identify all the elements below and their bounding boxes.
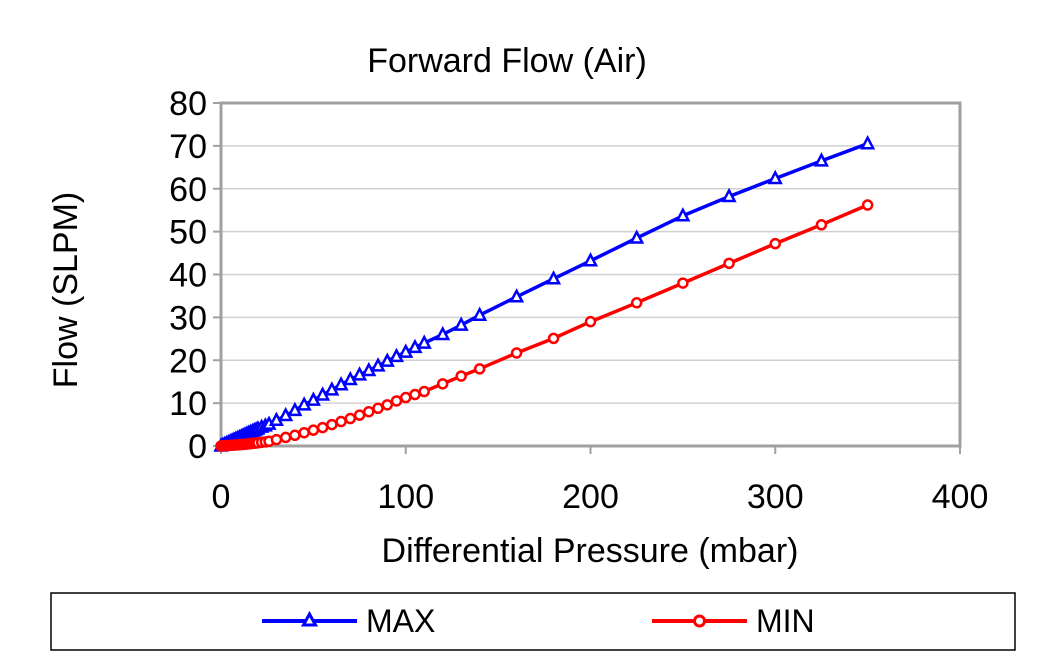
series-min-point bbox=[270, 433, 283, 446]
series-max-point bbox=[388, 347, 405, 363]
y-tick-label-30: 30 bbox=[169, 299, 207, 337]
x-axis-tick-labels: 0 100 200 300 400 bbox=[212, 446, 989, 516]
legend: MAX MIN bbox=[50, 592, 1016, 651]
series-min-point bbox=[390, 395, 403, 407]
series-max-point bbox=[435, 325, 451, 341]
y-tick-label-80: 80 bbox=[169, 85, 207, 123]
series-min-point bbox=[547, 332, 560, 345]
series-min-point bbox=[861, 199, 874, 211]
series-min-point bbox=[307, 424, 320, 436]
series-min-point bbox=[815, 219, 828, 231]
series-min-point bbox=[769, 237, 781, 250]
series-min-point bbox=[723, 257, 735, 270]
series-min-point bbox=[418, 385, 430, 398]
y-tick-label-0: 0 bbox=[188, 428, 207, 466]
series-min-point bbox=[584, 315, 597, 328]
series-min-point bbox=[409, 388, 421, 401]
legend-min-circle-marker bbox=[693, 614, 706, 628]
series-min-point bbox=[353, 409, 366, 421]
series-max-point bbox=[453, 316, 469, 331]
y-tick-label-20: 20 bbox=[169, 342, 207, 380]
series-layer bbox=[213, 135, 876, 452]
series-min-markers bbox=[215, 199, 874, 452]
series-min-point bbox=[455, 370, 467, 382]
y-tick-label-40: 40 bbox=[169, 257, 207, 295]
series-max-point bbox=[629, 229, 645, 244]
series-max-point bbox=[545, 270, 562, 285]
series-min-point bbox=[372, 402, 384, 415]
series-max-point bbox=[860, 135, 876, 150]
series-max-point bbox=[767, 169, 783, 185]
legend-max-label: MAX bbox=[366, 603, 435, 639]
series-min-point bbox=[436, 378, 449, 390]
x-tick-label-0: 0 bbox=[212, 478, 231, 516]
series-min-point bbox=[400, 391, 412, 404]
series-min-point bbox=[363, 405, 375, 418]
y-axis-tick-labels: 0 10 20 30 40 50 60 70 80 bbox=[169, 85, 221, 466]
x-tick-label-400: 400 bbox=[932, 478, 989, 516]
series-max-point bbox=[416, 334, 432, 349]
series-max-point bbox=[582, 252, 599, 267]
legend-max-triangle-marker bbox=[300, 610, 319, 627]
series-min-point bbox=[316, 421, 329, 434]
y-tick-label-10: 10 bbox=[169, 385, 207, 423]
series-max-point bbox=[351, 366, 368, 381]
series-min-point bbox=[381, 399, 394, 411]
series-min-point bbox=[344, 412, 357, 425]
series-max-point bbox=[509, 288, 525, 303]
series-max-point bbox=[472, 306, 488, 321]
series-min-point bbox=[630, 297, 643, 309]
series-min-point bbox=[279, 431, 292, 444]
chart-title: Forward Flow (Air) bbox=[367, 42, 647, 80]
series-min-point bbox=[473, 363, 486, 375]
series-min-point bbox=[298, 426, 310, 439]
y-axis-label: Flow (SLPM) bbox=[47, 192, 85, 388]
gridlines bbox=[221, 145, 960, 404]
y-tick-label-50: 50 bbox=[169, 214, 207, 252]
series-max-point bbox=[675, 207, 691, 222]
x-tick-label-100: 100 bbox=[377, 478, 434, 516]
y-tick-label-60: 60 bbox=[169, 171, 207, 209]
series-min-point bbox=[510, 347, 523, 359]
series-min-point bbox=[335, 415, 347, 428]
y-tick-label-70: 70 bbox=[169, 128, 207, 166]
x-axis-label: Differential Pressure (mbar) bbox=[382, 532, 799, 570]
legend-min-label: MIN bbox=[756, 603, 815, 639]
series-min-point bbox=[677, 277, 689, 289]
series-min-point bbox=[289, 429, 301, 442]
series-max-point bbox=[813, 152, 830, 167]
x-tick-label-300: 300 bbox=[747, 478, 804, 516]
x-tick-label-200: 200 bbox=[562, 478, 619, 516]
series-min-point bbox=[326, 418, 338, 431]
series-max-point bbox=[721, 187, 737, 203]
series-max-point bbox=[407, 338, 423, 354]
legend-box bbox=[50, 592, 1016, 651]
